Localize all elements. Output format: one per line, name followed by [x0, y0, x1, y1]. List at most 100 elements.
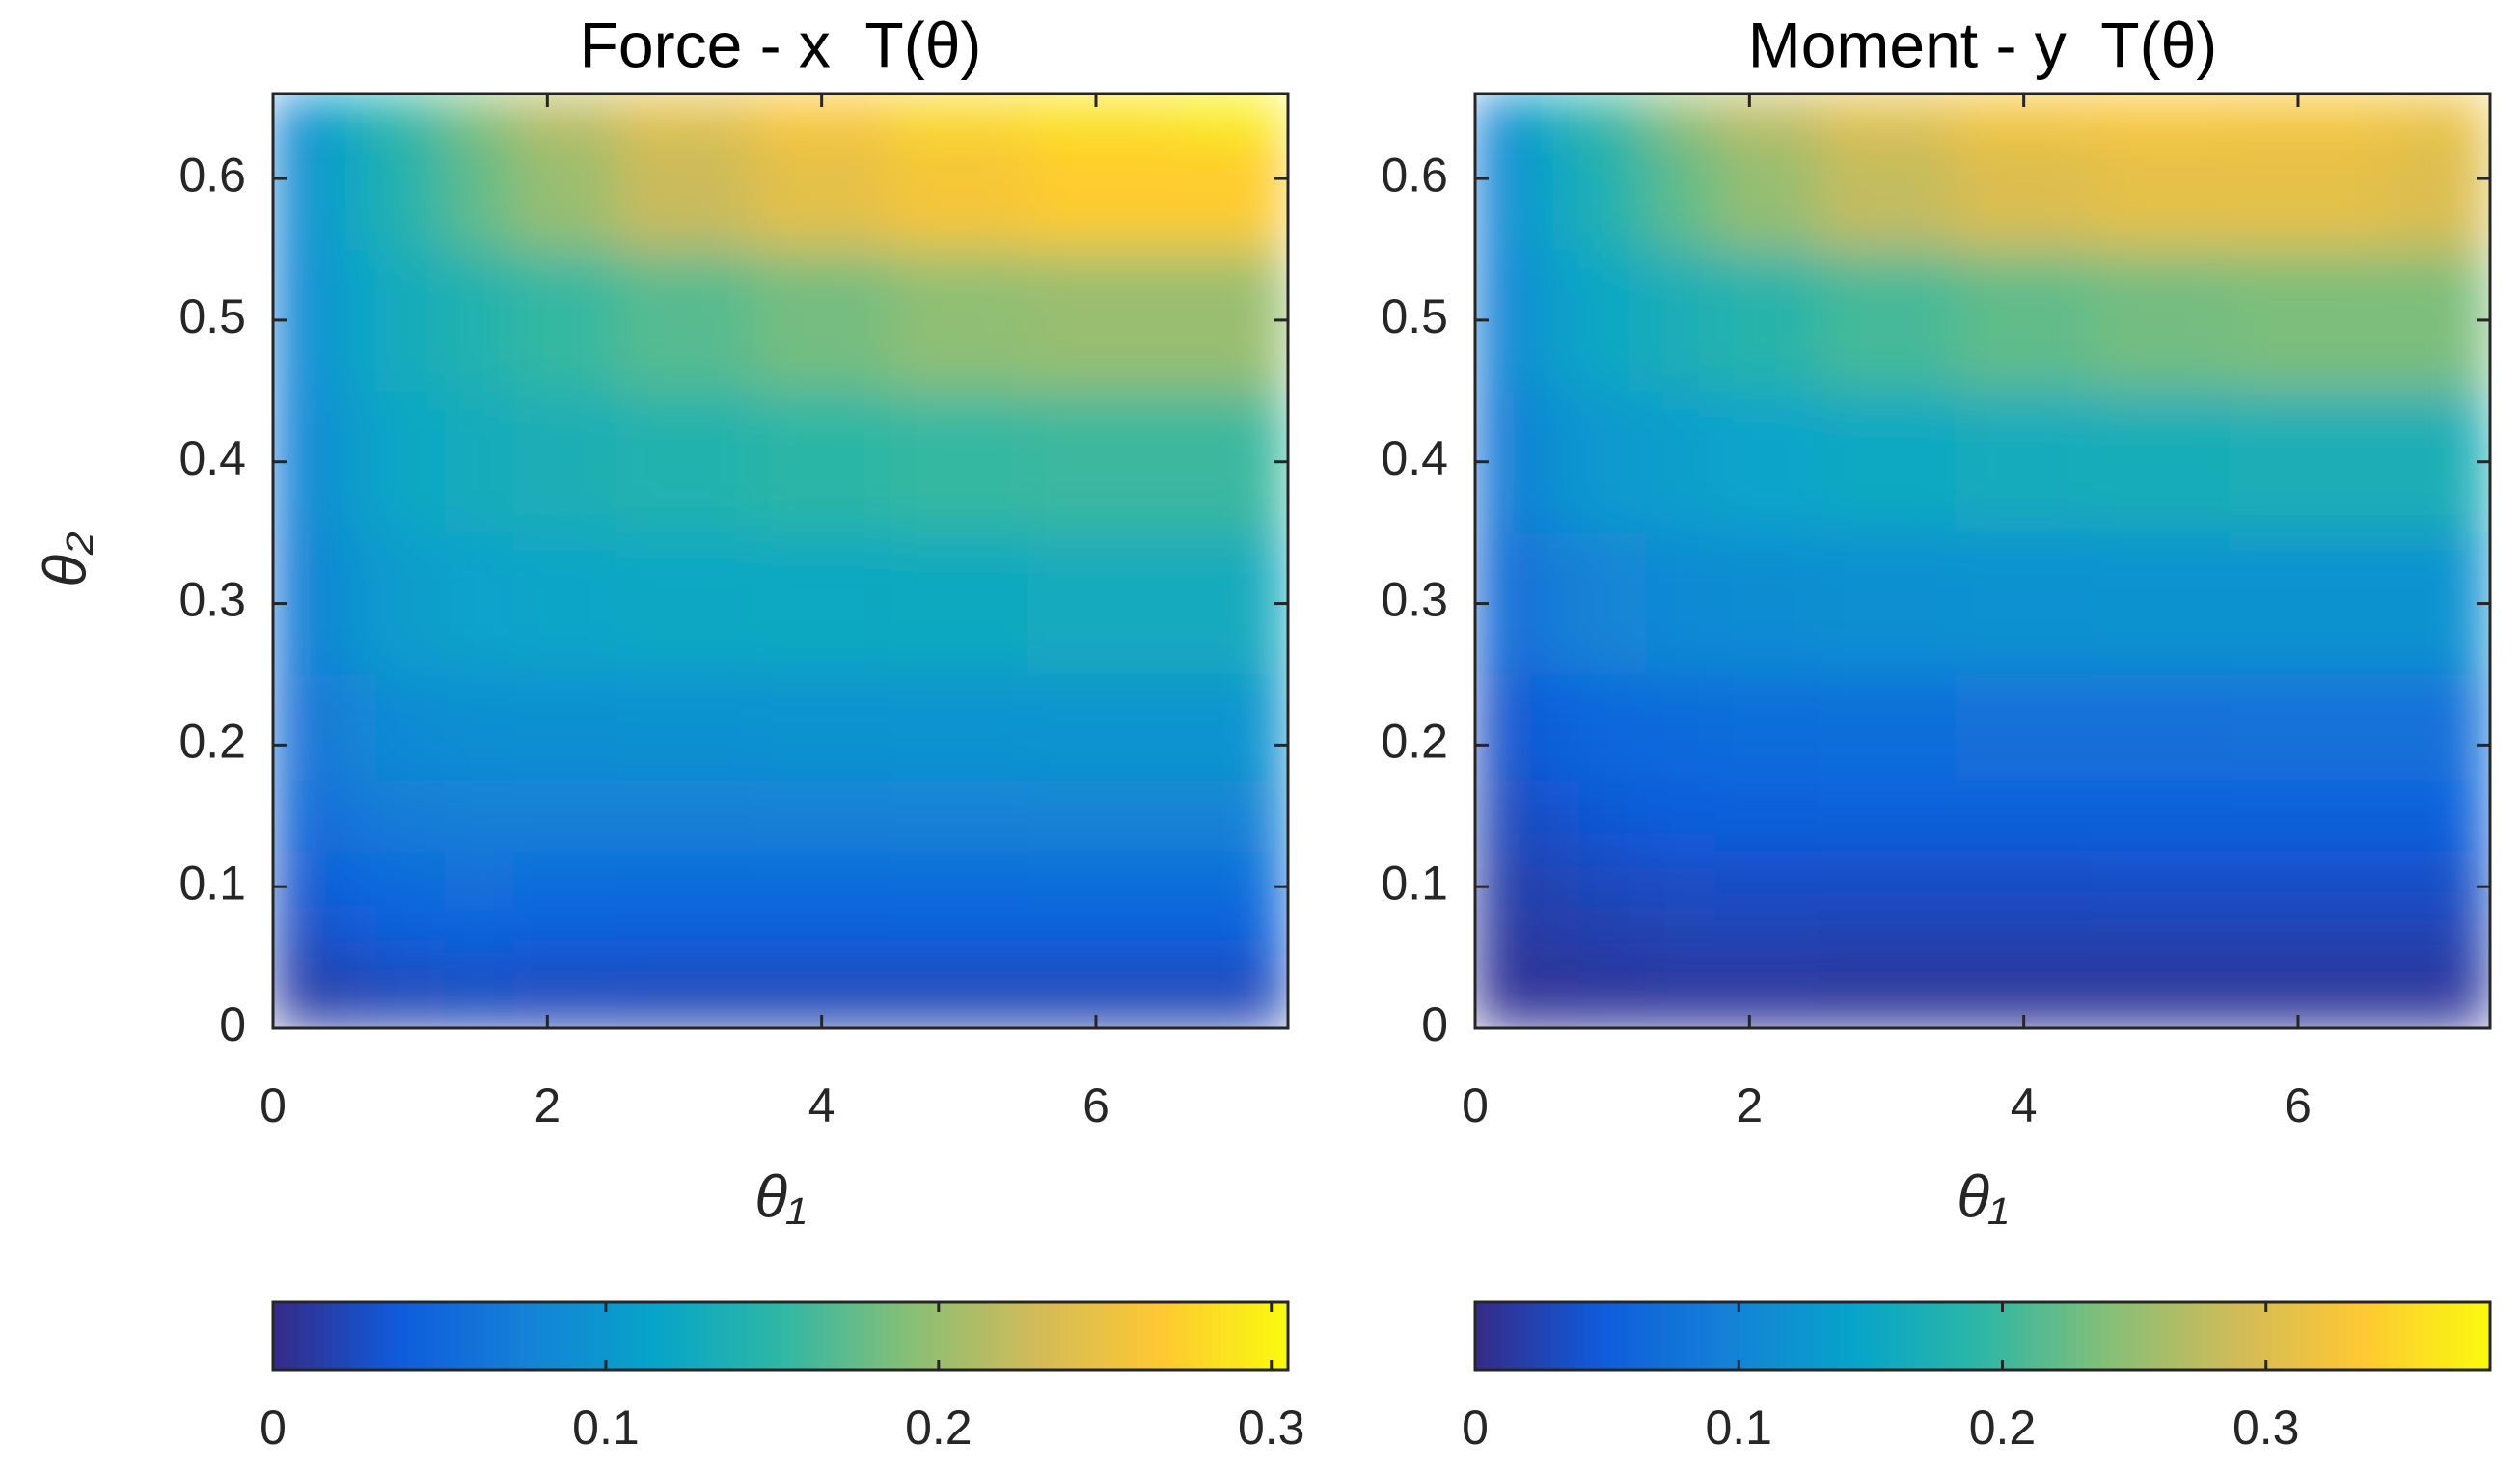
heatmap-cell: [273, 957, 288, 1008]
heatmap-cell: [2387, 780, 2491, 852]
heatmap-cell: [320, 957, 377, 1008]
colorbar-swatch: [983, 1302, 993, 1370]
heatmap-cell: [1522, 136, 1579, 250]
heatmap-cell: [753, 780, 891, 852]
y-tick-label: 0: [1421, 997, 1448, 1051]
heatmap-cell: [1185, 391, 1289, 533]
heatmap-cell: [2387, 851, 2491, 909]
colorbar-swatch: [864, 1302, 875, 1370]
heatmap-cell: [2229, 249, 2388, 392]
colorbar-swatch: [2168, 1302, 2178, 1370]
colorbar-swatch: [552, 1302, 562, 1370]
y-tick-label: 0.4: [178, 431, 246, 485]
heatmap-cell: [320, 780, 377, 852]
colorbar-swatch: [2126, 1302, 2136, 1370]
heatmap-cell: [616, 249, 754, 392]
heatmap-cell: [375, 94, 446, 137]
colorbar-swatch: [1822, 1302, 1831, 1370]
y-tick-label: 0.5: [1381, 289, 1448, 343]
heatmap-cell: [1522, 1006, 1579, 1029]
heatmap-cell: [1714, 851, 1819, 909]
heatmap-cell: [2229, 957, 2388, 1008]
colorbar-swatch: [2219, 1302, 2229, 1370]
heatmap-cell: [1027, 908, 1186, 959]
colorbar-swatch: [1219, 1302, 1230, 1370]
colorbar-swatch: [1017, 1302, 1027, 1370]
colorbar-swatch: [721, 1302, 730, 1370]
heatmap-cell: [2092, 780, 2231, 852]
heatmap-cell: [1955, 908, 2094, 959]
heatmap-cell: [287, 391, 322, 533]
heatmap-cell: [753, 532, 891, 675]
heatmap-cell: [2092, 94, 2231, 137]
heatmap-cell: [2229, 136, 2388, 250]
heatmap-cell: [273, 136, 288, 250]
colorbar-swatch: [2380, 1302, 2390, 1370]
colorbar-swatch: [1568, 1302, 1577, 1370]
chart-title: Moment - y T(θ): [1748, 9, 2218, 80]
heatmap-cell: [1714, 249, 1819, 392]
heatmap-cell: [1489, 532, 1524, 675]
colorbar-swatch: [1898, 1302, 1907, 1370]
colorbar-swatch: [2405, 1302, 2415, 1370]
heatmap-cell: [287, 780, 322, 852]
heatmap-cell: [753, 136, 891, 250]
colorbar-swatch: [1127, 1302, 1137, 1370]
heatmap-cell: [287, 532, 322, 675]
heatmap-cell: [1185, 851, 1289, 909]
colorbar-swatch: [602, 1302, 613, 1370]
heatmap-cell: [1646, 908, 1716, 959]
heatmap-cell: [1475, 673, 1490, 781]
colorbar-swatch: [738, 1302, 748, 1370]
x-tick-label: 0: [260, 1078, 287, 1132]
colorbar-swatch: [2329, 1302, 2339, 1370]
colorbar-swatch: [1068, 1302, 1078, 1370]
colorbar-swatch: [442, 1302, 452, 1370]
heatmap-cell: [2387, 94, 2491, 137]
heatmap-cell: [1577, 1006, 1648, 1029]
colorbar-swatch: [797, 1302, 807, 1370]
colorbar-swatch: [307, 1302, 316, 1370]
colorbar-swatch: [2058, 1302, 2068, 1370]
colorbar-swatch: [348, 1302, 359, 1370]
heatmap-cell: [2229, 673, 2388, 781]
colorbar-swatch: [298, 1302, 308, 1370]
colorbar-swatch: [1102, 1302, 1111, 1370]
heatmap-cell: [1475, 908, 1490, 959]
heatmap-cell: [1027, 94, 1186, 137]
heatmap-cell: [1818, 673, 1957, 781]
heatmap-cell: [2092, 851, 2231, 909]
colorbar-swatch: [2481, 1302, 2491, 1370]
heatmap-cell: [512, 532, 616, 675]
colorbar-swatch: [2371, 1302, 2381, 1370]
heatmap-cell: [890, 908, 1028, 959]
colorbar-swatch: [704, 1302, 714, 1370]
colorbar-swatch: [2151, 1302, 2161, 1370]
colorbar-swatch: [1237, 1302, 1246, 1370]
heatmap-cell: [753, 391, 891, 533]
heatmap-cell: [2387, 391, 2491, 533]
colorbar-swatch: [1525, 1302, 1535, 1370]
colorbar-swatch: [2363, 1302, 2372, 1370]
colorbar-swatch: [1788, 1302, 1797, 1370]
heatmap-cell: [1522, 957, 1579, 1008]
heatmap-cell: [512, 957, 616, 1008]
colorbar-swatch: [1093, 1302, 1103, 1370]
colorbar-swatch: [476, 1302, 485, 1370]
heatmap-cell: [1714, 673, 1819, 781]
x-axis-label: θ₁: [1957, 1163, 2008, 1230]
colorbar-tick-label: 0.2: [905, 1401, 972, 1455]
colorbar-swatch: [1042, 1302, 1053, 1370]
colorbar-swatch: [2422, 1302, 2432, 1370]
colorbar-swatch: [2033, 1302, 2042, 1370]
colorbar-swatch: [2236, 1302, 2246, 1370]
colorbar-swatch: [2430, 1302, 2440, 1370]
heatmap-cell: [1646, 391, 1716, 533]
colorbar-swatch: [2228, 1302, 2237, 1370]
heatmap-cell: [375, 851, 446, 909]
heatmap-cell: [616, 391, 754, 533]
heatmap-cell: [444, 136, 514, 250]
colorbar-swatch: [1873, 1302, 1882, 1370]
colorbar-swatch: [2439, 1302, 2449, 1370]
colorbar-swatch: [907, 1302, 917, 1370]
